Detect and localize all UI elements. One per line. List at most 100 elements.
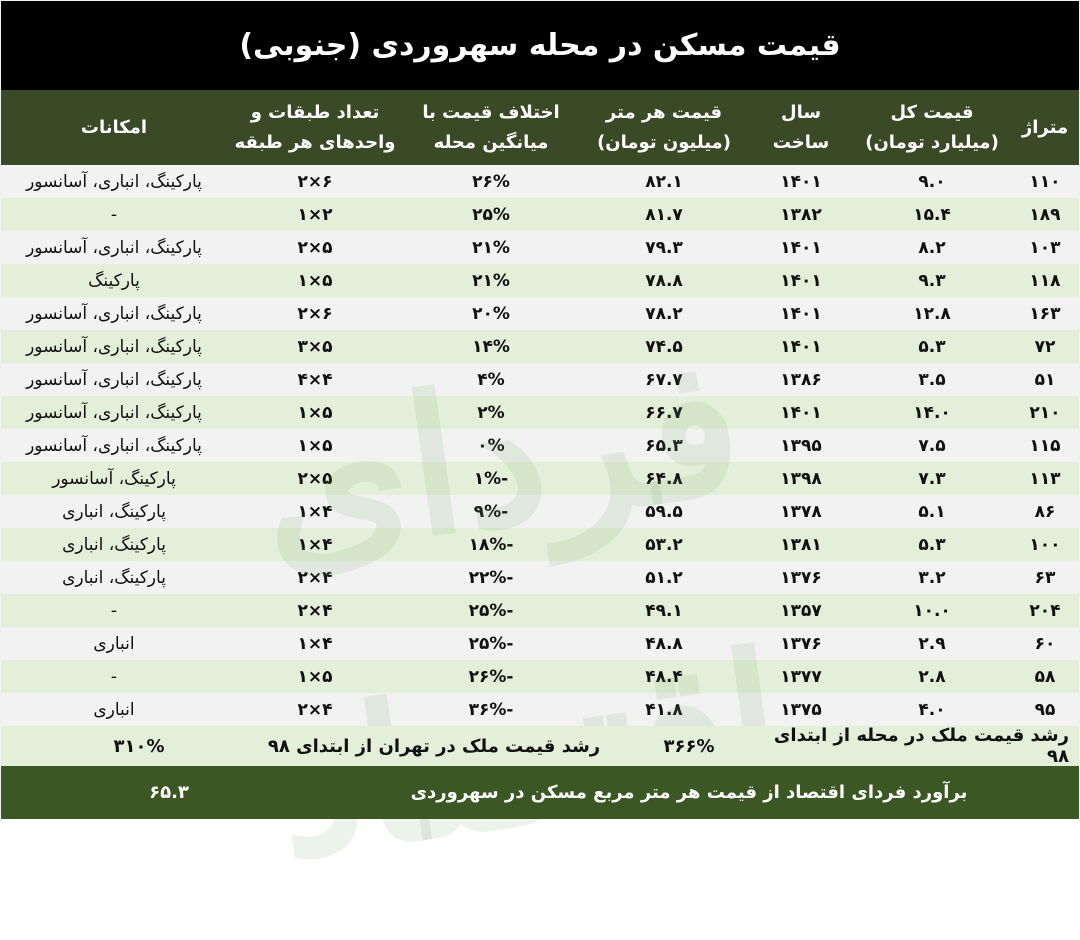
cell-build-year: ۱۳۹۸	[780, 468, 822, 489]
cell-build-year: ۱۴۰۱	[780, 336, 822, 357]
cell-features: پارکینگ، انباری، آسانسور	[26, 402, 202, 423]
cell-diff-avg: -۲۵%	[468, 600, 514, 621]
cell-price-per-meter: ۶۶.۷	[645, 402, 683, 423]
cell-price-per-meter: ۸۱.۷	[645, 204, 683, 225]
cell-area: ۵۱	[1034, 369, 1056, 390]
header-build-year-line2: ساخت	[772, 131, 830, 153]
cell-features: پارکینگ، انباری، آسانسور	[26, 237, 202, 258]
cell-total-price: ۳.۲	[918, 567, 946, 588]
cell-build-year: ۱۳۸۱	[780, 534, 822, 555]
table-row: ۵۱ ۳.۵ ۱۳۸۶ ۶۷.۷ ۴% ۴×۴ پارکینگ، انباری، آسانس…	[1, 363, 1079, 396]
cell-total-price: ۲.۸	[918, 666, 946, 687]
table-header: متراژ قیمت کل (میلیارد تومان) سال ساخت ق…	[1, 90, 1079, 165]
cell-diff-avg: ۲۱%	[472, 237, 510, 258]
table-row: ۱۱۸ ۹.۳ ۱۴۰۱ ۷۸.۸ ۲۱% ۵×۱ پارکینگ	[1, 264, 1079, 297]
cell-features: پارکینگ، انباری، آسانسور	[26, 171, 202, 192]
cell-total-price: ۴.۰	[918, 699, 946, 720]
header-diff-avg: اختلاف قیمت با میانگین محله	[403, 90, 579, 165]
header-price-per-meter-line1: قیمت هر متر	[605, 101, 723, 123]
cell-features: پارکینگ، انباری	[62, 534, 166, 555]
cell-floors-units: ۵×۳	[297, 336, 333, 357]
cell-build-year: ۱۳۷۶	[780, 633, 822, 654]
growth-summary-row: رشد قیمت ملک در محله از ابتدای ۹۸ ۳۶۶% ر…	[1, 725, 1079, 767]
cell-diff-avg: ۲۱%	[472, 270, 510, 291]
cell-total-price: ۹.۰	[918, 171, 946, 192]
cell-area: ۹۵	[1034, 699, 1056, 720]
cell-build-year: ۱۴۰۱	[780, 171, 822, 192]
cell-area: ۱۱۳	[1029, 468, 1061, 489]
cell-features: پارکینگ، انباری، آسانسور	[26, 369, 202, 390]
cell-price-per-meter: ۵۹.۵	[645, 501, 683, 522]
table-row: ۱۸۹ ۱۵.۴ ۱۳۸۲ ۸۱.۷ ۲۵% ۲×۱ -	[1, 198, 1079, 231]
cell-build-year: ۱۴۰۱	[780, 402, 822, 423]
cell-diff-avg: ۴%	[477, 369, 505, 390]
cell-price-per-meter: ۴۹.۱	[645, 600, 683, 621]
table-body: ۱۱۰ ۹.۰ ۱۴۰۱ ۸۲.۱ ۲۶% ۶×۲ پارکینگ، انباری، آسا…	[1, 165, 1079, 726]
cell-total-price: ۵.۳	[918, 534, 946, 555]
header-build-year-line1: سال	[780, 101, 822, 123]
tehran-growth-value: ۳۱۰%	[113, 735, 165, 757]
header-price-per-meter: قیمت هر متر (میلیون تومان)	[579, 90, 749, 165]
header-total-price-line1: قیمت کل	[890, 101, 974, 123]
header-diff-avg-line2: میانگین محله	[433, 131, 549, 153]
cell-features: پارکینگ، آسانسور	[52, 468, 176, 489]
table-row: ۶۰ ۲.۹ ۱۳۷۶ ۴۸.۸ -۲۵% ۴×۱ انباری	[1, 627, 1079, 660]
cell-floors-units: ۴×۲	[297, 600, 333, 621]
cell-diff-avg: ۰%	[477, 435, 505, 456]
cell-diff-avg: -۱۸%	[468, 534, 514, 555]
table-row: ۲۱۰ ۱۴.۰ ۱۴۰۱ ۶۶.۷ ۲% ۵×۱ پارکینگ، انباری، آسا…	[1, 396, 1079, 429]
cell-build-year: ۱۳۷۶	[780, 567, 822, 588]
table-row: ۱۱۵ ۷.۵ ۱۳۹۵ ۶۵.۳ ۰% ۵×۱ پارکینگ، انباری، آسان…	[1, 429, 1079, 462]
header-floors-units-line2: واحدهای هر طبقه	[234, 131, 396, 153]
cell-total-price: ۳.۵	[918, 369, 946, 390]
cell-area: ۶۳	[1034, 567, 1056, 588]
table-row: ۹۵ ۴.۰ ۱۳۷۵ ۴۱.۸ -۳۶% ۴×۲ انباری	[1, 693, 1079, 726]
neighborhood-growth-label: رشد قیمت ملک در محله از ابتدای ۹۸	[773, 725, 1069, 767]
table-row: ۵۸ ۲.۸ ۱۳۷۷ ۴۸.۴ -۲۶% ۵×۱ -	[1, 660, 1079, 693]
cell-features: پارکینگ، انباری، آسانسور	[26, 435, 202, 456]
table-row: ۱۰۰ ۵.۳ ۱۳۸۱ ۵۳.۲ -۱۸% ۴×۱ پارکینگ، انباری	[1, 528, 1079, 561]
header-area-label: متراژ	[1021, 116, 1069, 138]
table-row: ۸۶ ۵.۱ ۱۳۷۸ ۵۹.۵ -۹% ۴×۱ پارکینگ، انباری	[1, 495, 1079, 528]
cell-area: ۲۰۴	[1029, 600, 1061, 621]
header-total-price: قیمت کل (میلیارد تومان)	[853, 90, 1011, 165]
cell-floors-units: ۵×۱	[297, 666, 333, 687]
cell-floors-units: ۴×۱	[297, 633, 333, 654]
cell-area: ۱۰۳	[1029, 237, 1061, 258]
cell-area: ۱۱۰	[1029, 171, 1061, 192]
cell-floors-units: ۴×۲	[297, 567, 333, 588]
table-row: ۲۰۴ ۱۰.۰ ۱۳۵۷ ۴۹.۱ -۲۵% ۴×۲ -	[1, 594, 1079, 627]
header-build-year: سال ساخت	[749, 90, 853, 165]
table-row: ۱۶۳ ۱۲.۸ ۱۴۰۱ ۷۸.۲ ۲۰% ۶×۲ پارکینگ، انباری، آس…	[1, 297, 1079, 330]
cell-diff-avg: -۲۲%	[468, 567, 514, 588]
estimate-value: ۶۵.۳	[149, 782, 189, 803]
cell-features: انباری	[93, 699, 135, 720]
cell-floors-units: ۴×۱	[297, 501, 333, 522]
cell-floors-units: ۴×۴	[297, 369, 333, 390]
cell-total-price: ۱۴.۰	[913, 402, 951, 423]
cell-area: ۱۶۳	[1029, 303, 1061, 324]
cell-diff-avg: -۲۵%	[468, 633, 514, 654]
cell-features: پارکینگ، انباری	[62, 501, 166, 522]
estimate-footer: برآورد فردای اقتصاد از قیمت هر متر مربع …	[1, 766, 1079, 819]
cell-total-price: ۲.۹	[918, 633, 946, 654]
cell-price-per-meter: ۶۴.۸	[645, 468, 683, 489]
cell-floors-units: ۵×۱	[297, 270, 333, 291]
cell-total-price: ۵.۳	[918, 336, 946, 357]
page-title: قیمت مسکن در محله سهروردی (جنوبی)	[239, 28, 841, 63]
cell-diff-avg: ۲۰%	[472, 303, 510, 324]
cell-price-per-meter: ۷۸.۲	[645, 303, 683, 324]
cell-area: ۸۶	[1034, 501, 1056, 522]
cell-floors-units: ۶×۲	[297, 303, 333, 324]
cell-diff-avg: ۲۶%	[472, 171, 510, 192]
estimate-label: برآورد فردای اقتصاد از قیمت هر متر مربع …	[410, 782, 968, 803]
cell-price-per-meter: ۷۴.۵	[645, 336, 683, 357]
cell-price-per-meter: ۴۸.۴	[645, 666, 683, 687]
cell-floors-units: ۵×۱	[297, 435, 333, 456]
cell-floors-units: ۵×۱	[297, 402, 333, 423]
cell-features: پارکینگ، انباری	[62, 567, 166, 588]
cell-features: -	[110, 666, 118, 687]
header-features-label: امکانات	[80, 116, 148, 138]
cell-total-price: ۱۲.۸	[913, 303, 951, 324]
header-floors-units: تعداد طبقات و واحدهای هر طبقه	[227, 90, 403, 165]
